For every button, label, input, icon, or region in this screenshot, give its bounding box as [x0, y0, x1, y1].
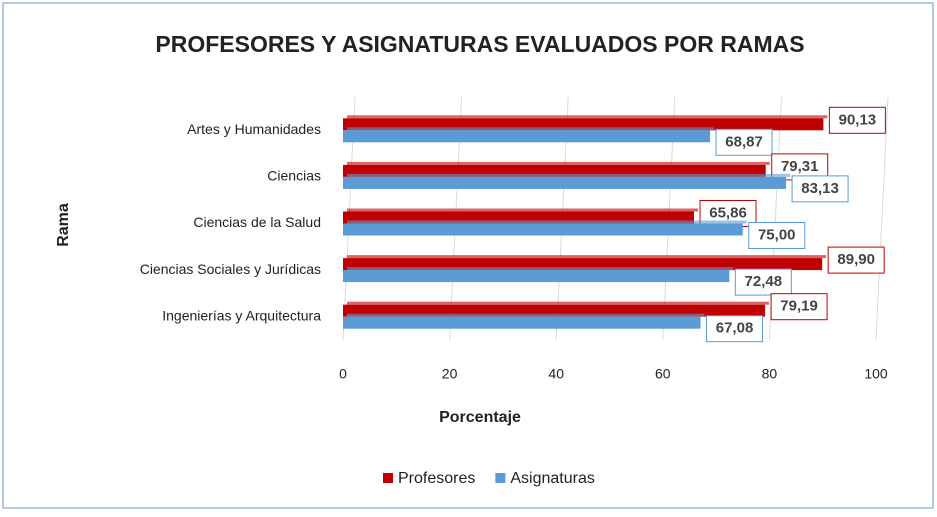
bar — [343, 316, 701, 329]
bar-top — [347, 313, 705, 317]
bar — [343, 270, 730, 283]
bar — [343, 130, 711, 143]
x-tick-label: 0 — [339, 366, 347, 382]
x-tick-label: 100 — [864, 366, 888, 382]
legend-label: Profesores — [398, 470, 475, 487]
bar — [343, 223, 743, 236]
x-tick-label: 40 — [548, 366, 564, 382]
value-label: 67,08 — [716, 320, 754, 337]
value-label: 68,87 — [725, 133, 763, 150]
value-label-box — [748, 222, 806, 249]
legend-swatch — [383, 473, 393, 483]
y-tick-label: Artes y Humanidades — [187, 121, 321, 137]
grid-line — [875, 96, 889, 341]
x-tick-label: 80 — [762, 366, 778, 382]
value-label-box — [715, 128, 773, 156]
value-label-box — [791, 175, 849, 203]
value-label: 79,31 — [781, 158, 819, 175]
value-label-box — [770, 293, 828, 321]
bar-top — [347, 208, 699, 212]
bar-top — [347, 161, 770, 165]
y-axis-title: Rama — [55, 203, 72, 247]
bar-top — [347, 220, 747, 224]
y-tick-label: Ciencias — [267, 168, 321, 184]
x-tick-label: 20 — [442, 366, 458, 382]
y-tick-label: Ciencias Sociales y Jurídicas — [140, 261, 321, 277]
legend-label: Asignaturas — [510, 470, 595, 487]
bar-top — [347, 301, 770, 305]
bar-top — [347, 115, 828, 119]
bar — [343, 176, 787, 189]
value-label-box — [706, 315, 764, 343]
x-tick-label: 60 — [655, 366, 671, 382]
bar-top — [347, 127, 715, 131]
value-label-box — [827, 246, 885, 274]
y-tick-label: Ingenierías y Arquitectura — [162, 307, 321, 323]
x-axis-title: Porcentaje — [439, 409, 521, 426]
y-tick-label: Ciencias de la Salud — [193, 214, 321, 230]
chart-title: PROFESORES Y ASIGNATURAS EVALUADOS POR R… — [155, 31, 804, 57]
legend-swatch — [495, 473, 506, 483]
value-label: 89,90 — [837, 251, 875, 268]
value-label-box — [734, 268, 792, 296]
value-label: 83,13 — [801, 180, 839, 197]
value-label: 72,48 — [745, 273, 783, 290]
bar-top — [347, 267, 734, 271]
value-label: 79,19 — [780, 298, 818, 315]
value-label: 75,00 — [758, 226, 796, 243]
value-label-box — [828, 106, 886, 134]
bar-top — [347, 255, 827, 259]
value-label: 90,13 — [839, 111, 877, 128]
bar-top — [347, 173, 791, 177]
value-label: 65,86 — [709, 204, 747, 221]
